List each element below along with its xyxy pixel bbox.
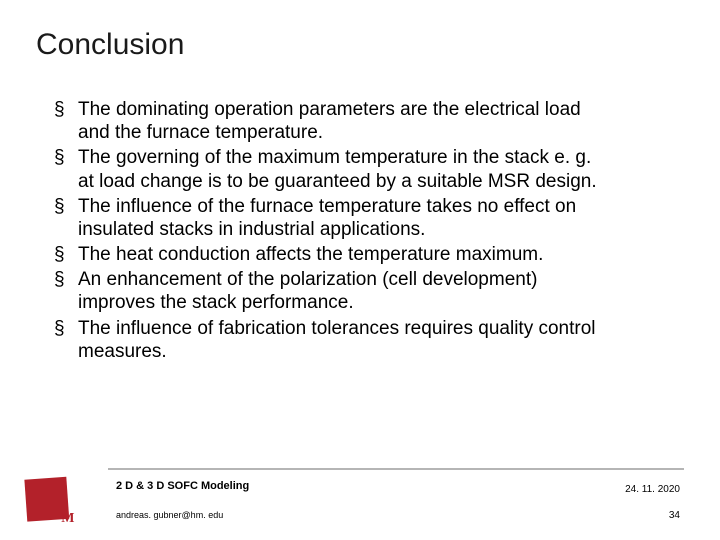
bullet-item: The governing of the maximum temperature… [78,146,684,192]
slide-title: Conclusion [36,28,684,62]
bullet-item: An enhancement of the polarization (cell… [78,268,684,314]
bullet-item: The dominating operation parameters are … [78,98,684,144]
bullet-item: The influence of fabrication tolerances … [78,317,684,363]
bullet-item: The heat conduction affects the temperat… [78,243,684,266]
slide: Conclusion The dominating operation para… [0,0,720,540]
bullet-list: The dominating operation parameters are … [36,98,684,363]
logo: M [24,476,75,527]
footer-subject: 2 D & 3 D SOFC Modeling [116,480,249,492]
footer-page-number: 34 [669,510,680,521]
footer-divider [108,468,684,470]
slide-footer: M 2 D & 3 D SOFC Modeling andreas. gubne… [0,462,720,540]
footer-email: andreas. gubner@hm. edu [116,510,223,520]
bullet-item: The influence of the furnace temperature… [78,195,684,241]
logo-letter-icon: M [61,511,74,527]
footer-date: 24. 11. 2020 [625,484,680,495]
